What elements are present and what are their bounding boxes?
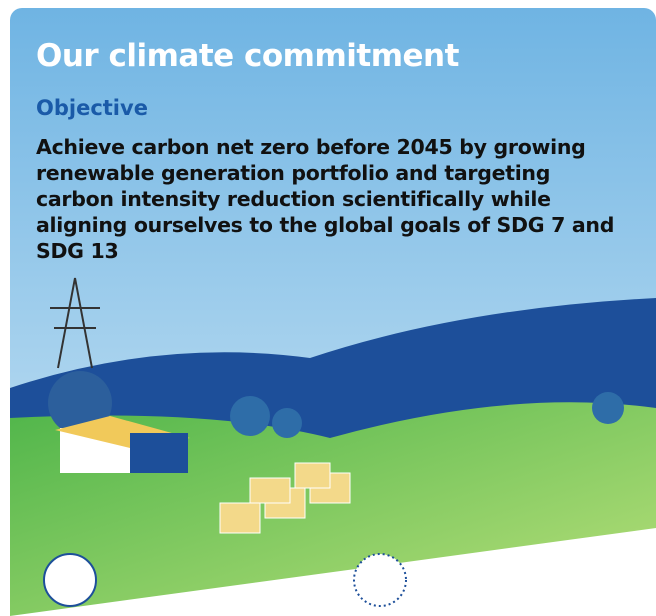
objective-text: Achieve carbon net zero before 2045 by g… [36, 135, 615, 263]
title: Our climate commitment [36, 38, 459, 74]
illustration [10, 8, 656, 616]
heading: Objective [36, 96, 148, 120]
card: Our climate commitment Objective Achieve… [10, 8, 656, 616]
